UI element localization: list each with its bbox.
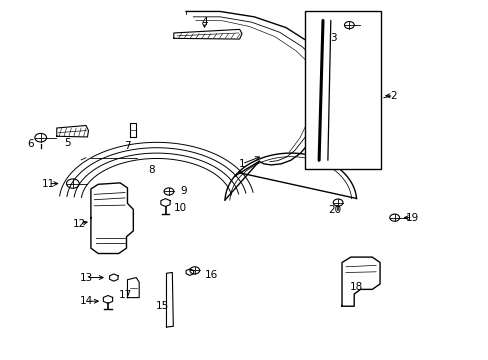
- Text: 11: 11: [42, 179, 55, 189]
- Text: 4: 4: [201, 17, 207, 27]
- Text: 6: 6: [27, 139, 34, 149]
- Text: 5: 5: [64, 139, 71, 148]
- Text: 7: 7: [124, 141, 130, 151]
- Text: 17: 17: [118, 291, 131, 301]
- Bar: [305, 12, 380, 169]
- Text: 1: 1: [238, 159, 245, 169]
- Text: 15: 15: [156, 301, 169, 311]
- Text: 3: 3: [329, 33, 336, 43]
- Text: 19: 19: [405, 213, 419, 222]
- Text: 14: 14: [79, 296, 92, 306]
- Text: 10: 10: [173, 203, 186, 213]
- Text: 12: 12: [73, 219, 86, 229]
- Text: 13: 13: [79, 273, 92, 283]
- Text: 8: 8: [148, 165, 155, 175]
- Text: 16: 16: [204, 270, 218, 280]
- Text: 18: 18: [349, 282, 363, 292]
- Text: 9: 9: [180, 186, 186, 197]
- Text: 20: 20: [327, 206, 341, 216]
- Text: 2: 2: [389, 91, 396, 101]
